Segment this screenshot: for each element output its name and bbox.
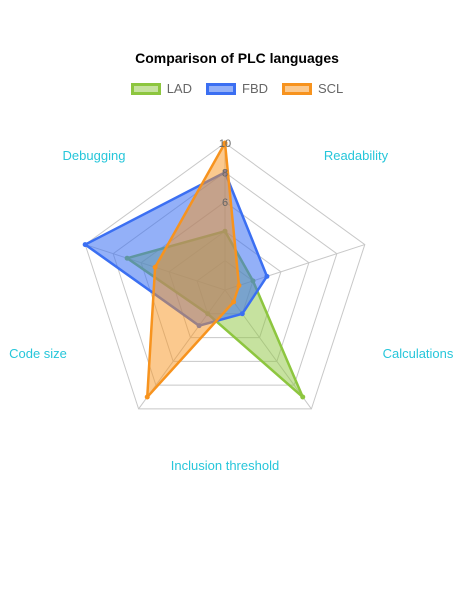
legend-item-fbd[interactable]: FBD bbox=[206, 81, 268, 96]
data-point-fbd bbox=[239, 311, 245, 317]
data-point-fbd bbox=[82, 242, 88, 248]
tick-label: 8 bbox=[222, 167, 228, 179]
chart-title: Comparison of PLC languages bbox=[135, 50, 339, 66]
legend-label-scl: SCL bbox=[318, 81, 344, 96]
data-point-scl bbox=[231, 299, 237, 305]
axis-label: Code size bbox=[9, 346, 67, 361]
axis-label: Inclusion threshold bbox=[171, 458, 279, 473]
data-point-scl bbox=[222, 140, 228, 146]
legend-swatch-lad bbox=[130, 82, 161, 95]
axis-label: Debugging bbox=[63, 148, 126, 163]
legend-item-scl[interactable]: SCL bbox=[282, 81, 343, 96]
legend-swatch-scl bbox=[282, 82, 312, 95]
tick-label: 6 bbox=[222, 197, 228, 209]
series-area-scl bbox=[145, 141, 241, 399]
axis-label: Calculations bbox=[383, 346, 454, 361]
axis-label: Readability bbox=[324, 148, 389, 163]
grid-ring bbox=[84, 142, 366, 410]
legend-swatch-fbd bbox=[206, 82, 236, 95]
data-point-scl bbox=[152, 264, 158, 270]
legend-item-lad[interactable]: LAD bbox=[130, 81, 192, 96]
data-point-lad bbox=[300, 394, 306, 400]
data-point-scl bbox=[144, 394, 150, 400]
legend-label-lad: LAD bbox=[166, 81, 192, 96]
tick-label: 10 bbox=[219, 138, 231, 150]
data-point-scl bbox=[236, 282, 242, 288]
legend-label-fbd: FBD bbox=[242, 81, 268, 96]
legend: LAD FBD SCL bbox=[0, 81, 474, 96]
data-point-fbd bbox=[264, 273, 270, 279]
